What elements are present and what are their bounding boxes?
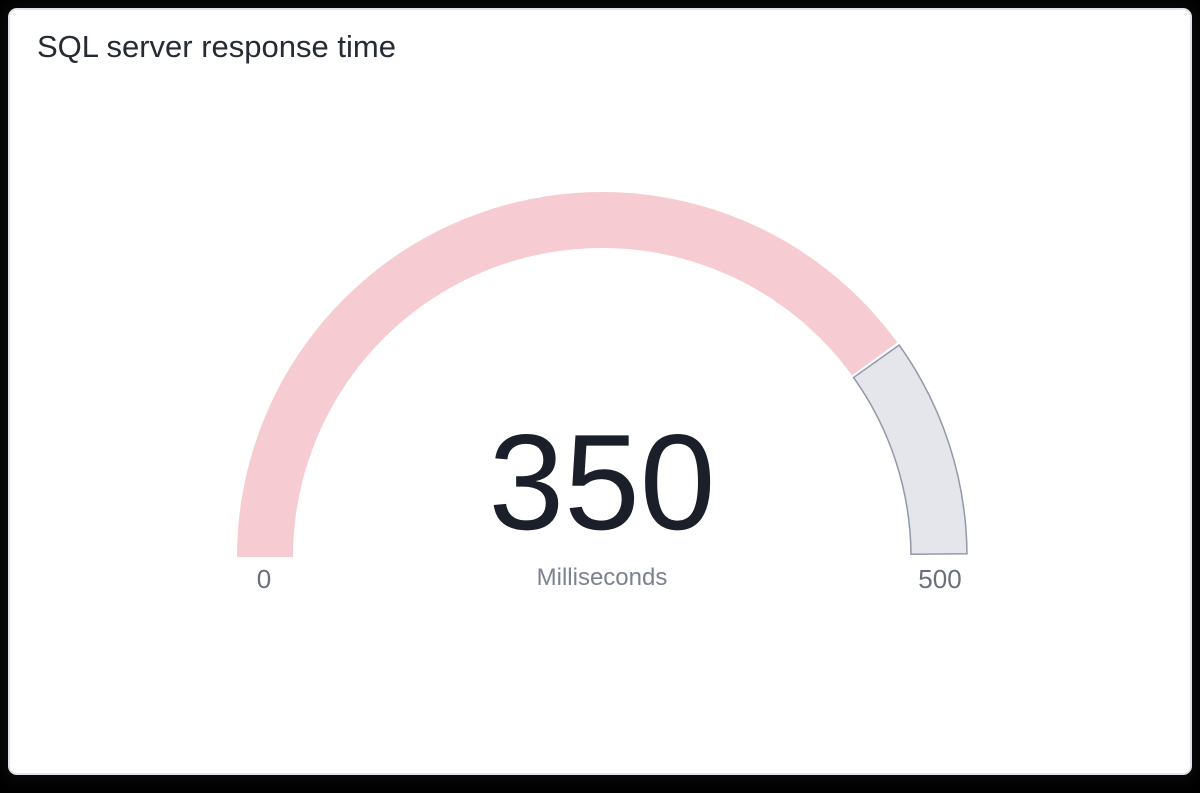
svg-text:350: 350	[489, 406, 716, 558]
